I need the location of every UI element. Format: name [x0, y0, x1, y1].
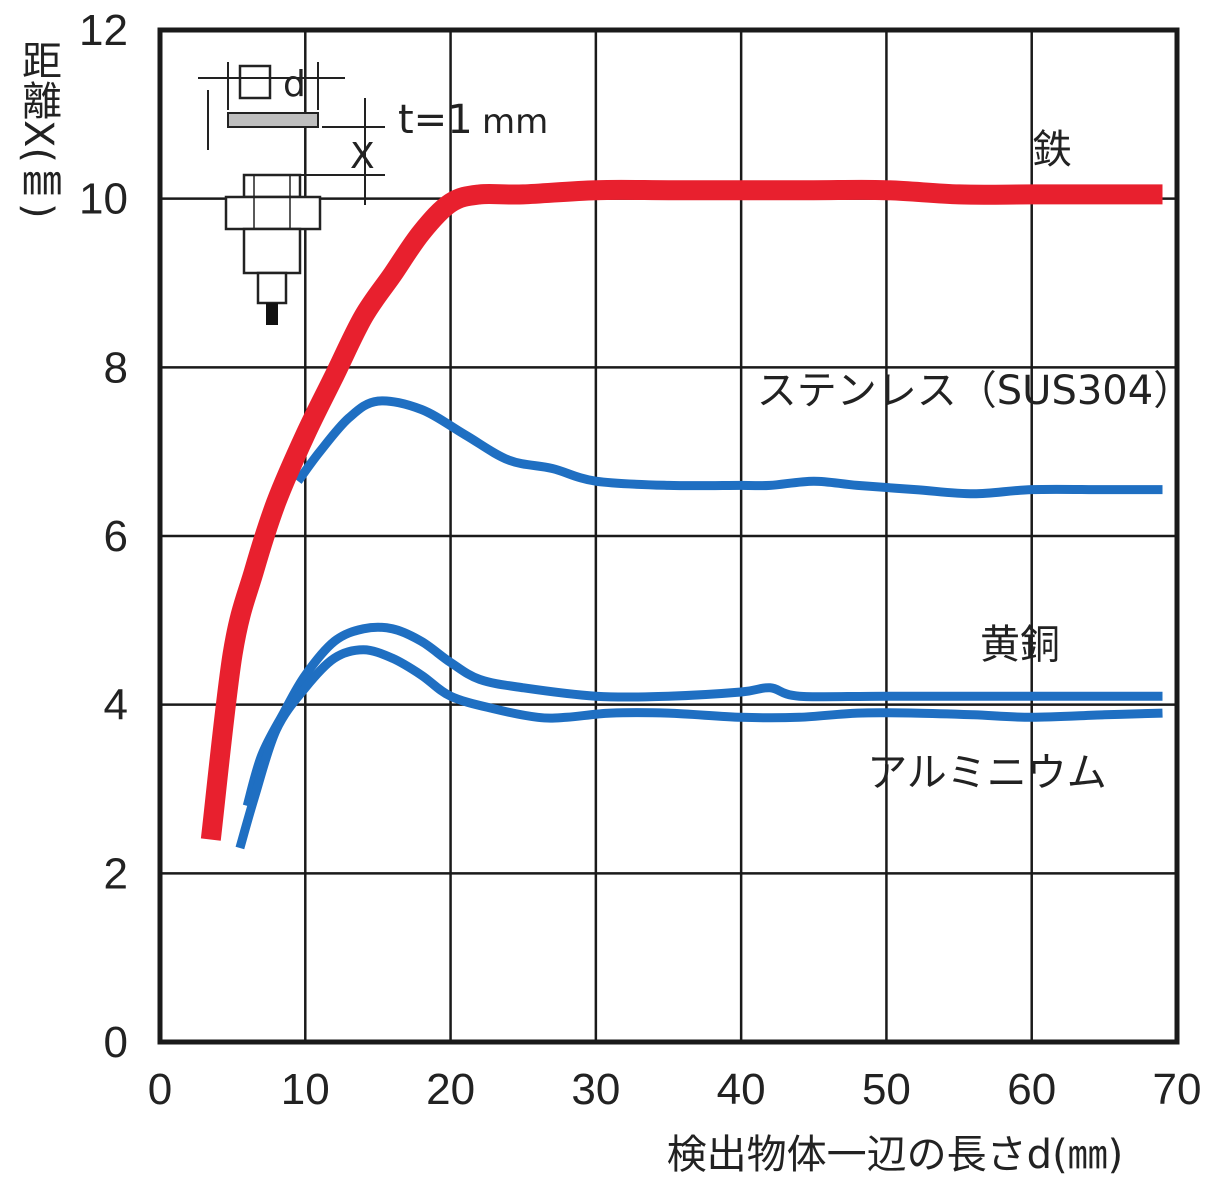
x-tick-label: 50 [862, 1065, 911, 1114]
series-line-stainless [294, 396, 1163, 499]
x-tick-label: 40 [717, 1065, 766, 1114]
y-axis-label: 距離X(㎜) [15, 40, 61, 219]
inset-square-symbol [238, 64, 272, 100]
x-tick-label: 20 [426, 1065, 475, 1114]
x-tick-labels: 0 10 20 30 40 50 60 70 [148, 1065, 1202, 1114]
inset-d-label: d [283, 64, 306, 105]
plot-frame [157, 27, 1180, 1045]
x-tick-label: 30 [571, 1065, 620, 1114]
x-tick-label: 70 [1153, 1065, 1202, 1114]
x-axis-label: 検出物体一辺の長さd(㎜) [667, 1132, 1124, 1178]
series-label-brass: 黄銅 [980, 622, 1060, 668]
x-tick-label: 0 [148, 1065, 172, 1114]
series-label-aluminium: アルミニウム [867, 750, 1107, 796]
series-line-brass [242, 622, 1163, 808]
inset-thickness-label: t=1 [398, 97, 473, 143]
y-tick-label: 10 [79, 175, 128, 224]
inset-sensor-flange [224, 195, 322, 231]
inset-sensor-body [242, 227, 302, 275]
y-tick-label: 12 [79, 6, 128, 55]
y-tick-label: 2 [104, 849, 128, 898]
x-tick-label: 60 [1007, 1065, 1056, 1114]
sensor-inset-diagram: d t=1 mm X [198, 62, 548, 325]
series-layer [200, 179, 1163, 850]
inset-sensor-head [242, 173, 302, 199]
inset-x-label: X [350, 136, 375, 177]
x-tick-label: 10 [281, 1065, 330, 1114]
series-line-aluminium [235, 645, 1163, 850]
series-line-iron [200, 179, 1163, 841]
series-labels: 鉄 ステンレス（SUS304） 黄銅 アルミニウム [757, 127, 1193, 796]
y-tick-label: 0 [104, 1018, 128, 1067]
inset-target-plate [227, 112, 319, 128]
series-label-iron: 鉄 [1032, 127, 1072, 173]
y-tick-label: 4 [104, 681, 128, 730]
inset-thickness-unit: mm [482, 102, 548, 142]
inset-sensor-cable [266, 303, 278, 325]
y-tick-labels: 0 2 4 6 8 10 12 [79, 6, 128, 1067]
y-tick-label: 8 [104, 343, 128, 392]
y-tick-label: 6 [104, 512, 128, 561]
inset-sensor-neck [256, 271, 288, 305]
series-label-stainless: ステンレス（SUS304） [757, 368, 1193, 414]
